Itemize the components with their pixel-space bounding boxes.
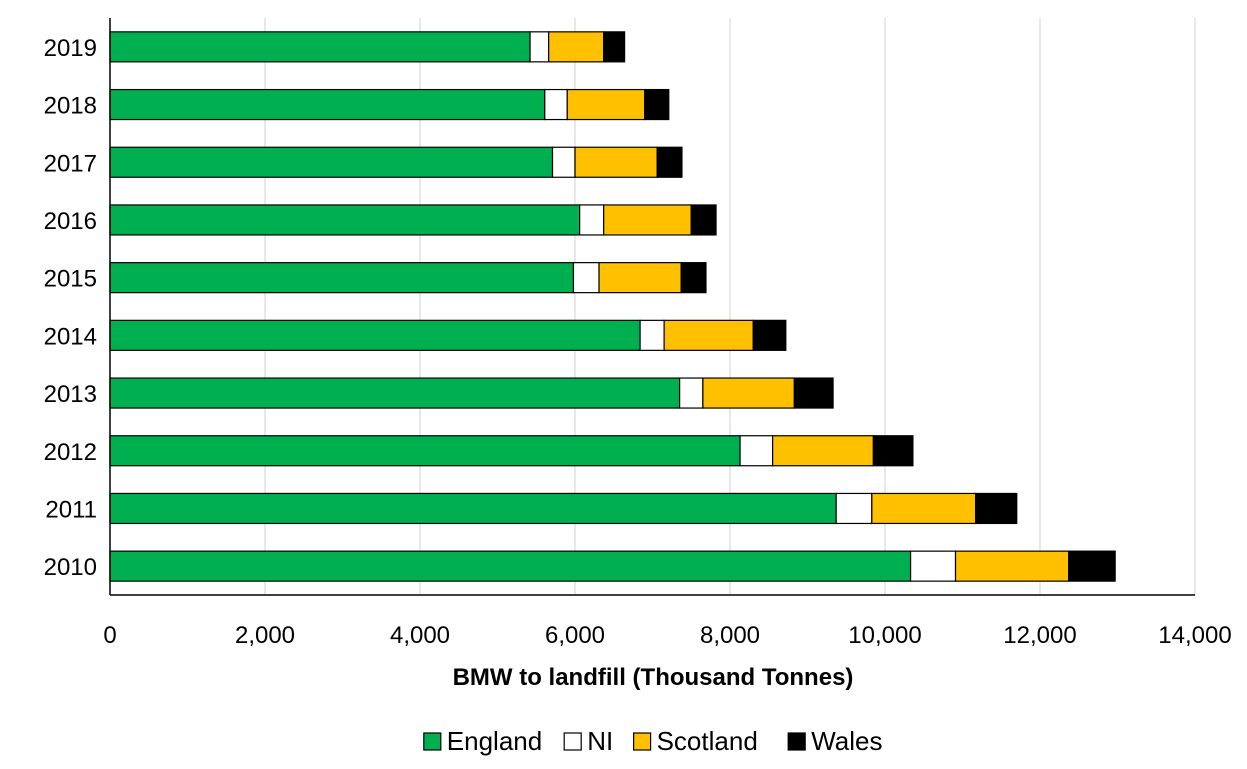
bar-england-2011 bbox=[109, 492, 837, 525]
legend: England NI Scotland Wales bbox=[423, 726, 882, 756]
x-tick-label: 4,000 bbox=[390, 622, 450, 649]
legend-label-ni: NI bbox=[587, 726, 613, 756]
bar-england-2012 bbox=[109, 435, 741, 467]
bar-ni-2013 bbox=[679, 377, 704, 409]
bar-ni-2018 bbox=[544, 88, 568, 121]
bar-ni-2014 bbox=[639, 319, 665, 351]
bar-scotland-2010 bbox=[954, 550, 1070, 582]
bar-england-2019 bbox=[109, 31, 531, 63]
bar-scotland-2016 bbox=[603, 204, 692, 236]
x-tick-label: 12,000 bbox=[1003, 622, 1076, 649]
bar-ni-2019 bbox=[529, 31, 550, 63]
bar-scotland-2017 bbox=[574, 146, 658, 178]
bar-wales-2013 bbox=[793, 377, 834, 409]
y-tick-label: 2012 bbox=[44, 439, 97, 466]
bar-england-2014 bbox=[109, 319, 641, 351]
x-tick-label: 0 bbox=[103, 622, 116, 649]
legend-label-scotland: Scotland bbox=[657, 726, 758, 756]
bar-scotland-2011 bbox=[871, 492, 977, 525]
y-tick-label: 2019 bbox=[44, 35, 97, 62]
bars bbox=[109, 31, 1116, 582]
bar-england-2013 bbox=[109, 377, 681, 409]
bar-wales-2019 bbox=[603, 31, 626, 63]
bar-england-2010 bbox=[109, 550, 912, 582]
y-tick-label: 2017 bbox=[44, 150, 97, 177]
bar-england-2015 bbox=[109, 262, 575, 294]
bar-wales-2011 bbox=[975, 492, 1018, 525]
bar-wales-2012 bbox=[872, 435, 914, 467]
bar-ni-2011 bbox=[835, 492, 873, 525]
legend-label-england: England bbox=[447, 726, 542, 756]
bar-england-2018 bbox=[109, 88, 546, 121]
y-tick-label: 2013 bbox=[44, 381, 97, 408]
bar-ni-2012 bbox=[739, 435, 774, 467]
legend-swatch-scotland bbox=[632, 732, 652, 751]
legend-swatch-wales bbox=[787, 732, 806, 751]
legend-swatch-ni bbox=[563, 732, 582, 751]
bar-england-2017 bbox=[109, 146, 554, 178]
y-tick-label: 2010 bbox=[44, 554, 97, 581]
x-axis-title: BMW to landfill (Thousand Tonnes) bbox=[453, 664, 854, 691]
bar-wales-2014 bbox=[752, 319, 787, 351]
bar-ni-2016 bbox=[579, 204, 605, 236]
axes: 0 2,000 4,000 6,000 8,000 10,000 12,000 14,000 2… bbox=[44, 18, 1232, 649]
bar-scotland-2012 bbox=[772, 435, 874, 467]
legend-label-wales: Wales bbox=[811, 726, 882, 756]
bar-ni-2010 bbox=[909, 550, 957, 582]
bar-wales-2016 bbox=[690, 204, 717, 236]
y-tick-label: 2015 bbox=[44, 266, 97, 293]
bar-scotland-2014 bbox=[663, 319, 754, 351]
bar-wales-2015 bbox=[680, 262, 707, 294]
y-tick-label: 2014 bbox=[44, 323, 97, 350]
bar-scotland-2019 bbox=[548, 31, 605, 63]
bar-wales-2018 bbox=[644, 88, 670, 121]
x-tick-label: 14,000 bbox=[1158, 622, 1231, 649]
bar-ni-2017 bbox=[551, 146, 576, 178]
bar-england-2016 bbox=[109, 204, 581, 236]
x-tick-label: 6,000 bbox=[545, 622, 605, 649]
x-tick-label: 2,000 bbox=[235, 622, 295, 649]
legend-swatch-england bbox=[423, 732, 442, 751]
y-tick-label: 2011 bbox=[45, 496, 97, 523]
y-tick-label: 2018 bbox=[44, 93, 97, 120]
x-tick-label: 10,000 bbox=[848, 622, 921, 649]
bar-scotland-2015 bbox=[598, 262, 682, 294]
bar-scotland-2018 bbox=[566, 88, 646, 121]
bar-scotland-2013 bbox=[702, 377, 795, 409]
y-tick-label: 2016 bbox=[44, 208, 97, 235]
x-tick-label: 8,000 bbox=[700, 622, 760, 649]
bar-ni-2015 bbox=[572, 262, 600, 294]
bar-wales-2017 bbox=[656, 146, 683, 178]
bar-wales-2010 bbox=[1068, 550, 1116, 582]
